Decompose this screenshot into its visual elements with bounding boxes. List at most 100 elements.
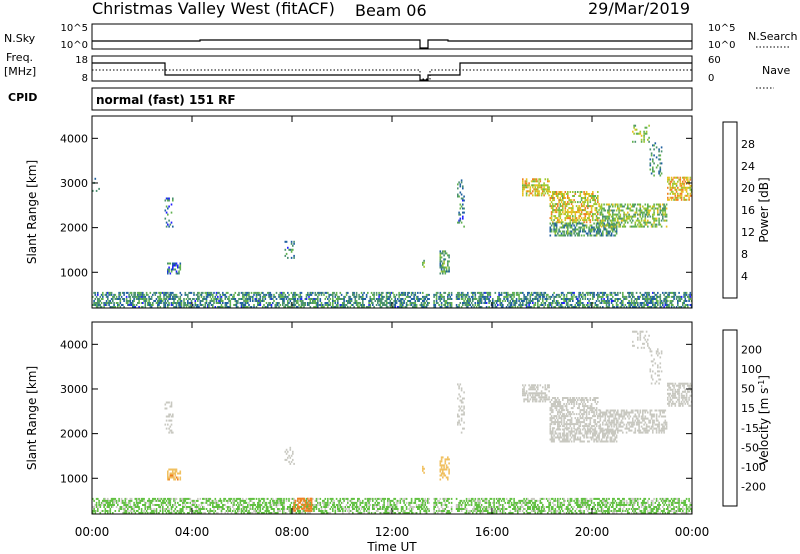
heatmap-cell xyxy=(478,306,480,308)
heatmap-cell xyxy=(594,195,597,197)
heatmap-cell xyxy=(328,504,330,506)
heatmap-cell xyxy=(629,209,632,212)
heatmap-cell xyxy=(588,228,590,231)
heatmap-cell xyxy=(459,183,462,186)
heatmap-cell xyxy=(458,181,460,184)
heatmap-cell xyxy=(583,293,585,296)
heatmap-cell xyxy=(304,302,307,304)
heatmap-cell xyxy=(288,510,290,512)
heatmap-cell xyxy=(143,293,145,296)
heatmap-cell xyxy=(465,295,468,298)
heatmap-cell xyxy=(605,215,608,218)
heatmap-cell xyxy=(463,508,465,510)
heatmap-cell xyxy=(275,304,278,306)
heatmap-cell xyxy=(135,298,138,300)
heatmap-cell xyxy=(189,302,192,304)
heatmap-cell xyxy=(382,304,384,306)
heatmap-cell xyxy=(159,497,162,500)
heatmap-cell xyxy=(229,300,232,302)
heatmap-cell xyxy=(439,306,442,308)
heatmap-cell xyxy=(634,304,637,306)
heatmap-cell xyxy=(553,306,555,308)
heatmap-cell xyxy=(195,306,198,308)
heatmap-cell xyxy=(544,291,547,294)
heatmap-cell xyxy=(597,306,599,308)
y-tick-label: 2000 xyxy=(60,222,88,235)
heatmap-cell xyxy=(658,221,660,224)
heatmap-cell xyxy=(508,293,510,296)
heatmap-cell xyxy=(457,183,459,186)
heatmap-cell xyxy=(133,304,135,306)
heatmap-cell xyxy=(582,228,584,231)
heatmap-cell xyxy=(479,501,482,504)
heatmap-cell xyxy=(103,497,105,500)
heatmap-cell xyxy=(267,508,269,510)
heatmap-cell xyxy=(379,298,382,300)
heatmap-cell xyxy=(558,306,560,308)
heatmap-cell xyxy=(648,302,650,304)
heatmap-cell xyxy=(257,501,259,504)
heatmap-cell xyxy=(288,497,290,500)
heatmap-cell xyxy=(200,295,203,298)
heatmap-cell xyxy=(149,501,152,504)
heatmap-cell xyxy=(375,293,378,296)
heatmap-cell xyxy=(263,512,265,514)
heatmap-cell xyxy=(567,304,569,306)
heatmap-cell xyxy=(498,291,500,294)
heatmap-cell xyxy=(130,506,133,508)
heatmap-cell xyxy=(575,205,578,208)
freq-label-line2: [MHz] xyxy=(4,65,36,78)
heatmap-cell xyxy=(212,306,214,308)
heatmap-cell xyxy=(645,211,648,214)
heatmap-cell xyxy=(233,298,235,300)
heatmap-cell xyxy=(507,293,509,296)
heatmap-cell xyxy=(473,506,475,508)
heatmap-cell xyxy=(264,295,267,298)
heatmap-cell xyxy=(230,501,233,504)
heatmap-cell xyxy=(524,304,527,306)
heatmap-cell xyxy=(148,506,150,508)
heatmap-cell xyxy=(455,293,458,296)
heatmap-cell xyxy=(312,302,314,304)
heatmap-cell xyxy=(225,304,228,306)
heatmap-cell xyxy=(124,510,127,512)
heatmap-cell xyxy=(504,501,507,504)
heatmap-cell xyxy=(308,501,310,504)
heatmap-cell xyxy=(285,497,288,500)
heatmap-cell xyxy=(187,497,189,500)
heatmap-cell xyxy=(93,508,95,510)
heatmap-cell xyxy=(538,192,540,195)
heatmap-cell xyxy=(595,215,598,218)
heatmap-cell xyxy=(262,291,264,294)
heatmap-cell xyxy=(660,162,663,165)
heatmap-cell xyxy=(332,300,334,302)
heatmap-cell xyxy=(144,512,147,514)
heatmap-cell xyxy=(522,291,524,294)
heatmap-cell xyxy=(462,203,464,206)
heatmap-cell xyxy=(497,497,499,500)
heatmap-cell xyxy=(312,298,314,300)
heatmap-cell xyxy=(575,295,578,298)
heatmap-cell xyxy=(673,198,675,201)
heatmap-cell xyxy=(423,261,425,264)
heatmap-cell xyxy=(630,293,633,296)
heatmap-cell xyxy=(353,497,355,500)
heatmap-cell xyxy=(283,499,285,502)
heatmap-cell xyxy=(569,222,572,225)
heatmap-cell xyxy=(168,504,170,506)
heatmap-cell xyxy=(558,215,560,218)
heatmap-cell xyxy=(530,306,533,308)
heatmap-cell xyxy=(640,225,643,228)
heatmap-cell xyxy=(125,291,128,294)
heatmap-cell xyxy=(399,304,402,306)
heatmap-cell xyxy=(353,508,355,510)
heatmap-cell xyxy=(514,302,517,304)
heatmap-cell xyxy=(574,219,577,222)
heatmap-cell xyxy=(342,497,344,500)
heatmap-cell xyxy=(614,225,617,228)
heatmap-cell xyxy=(359,501,362,504)
heatmap-cell xyxy=(243,293,245,296)
heatmap-cell xyxy=(99,304,102,306)
heatmap-cell xyxy=(472,512,474,514)
heatmap-cell xyxy=(660,306,663,308)
